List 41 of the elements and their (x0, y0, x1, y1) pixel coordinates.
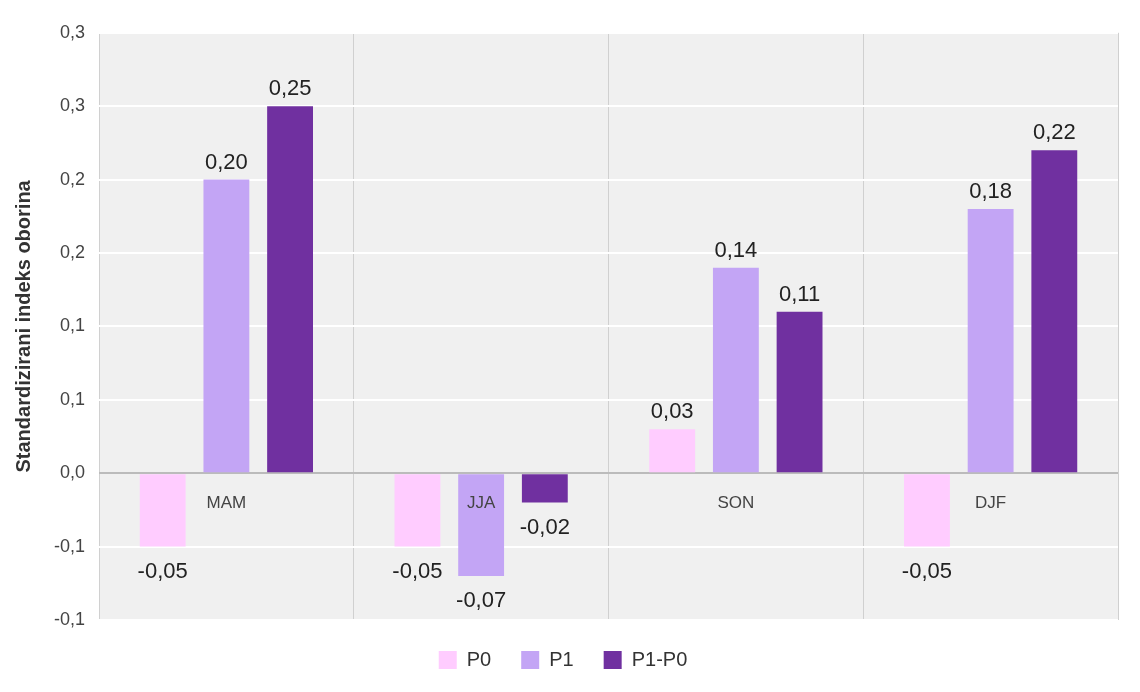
data-label: 0,14 (714, 236, 758, 262)
data-label: -0,05 (137, 557, 188, 583)
data-label: 0,25 (268, 75, 312, 101)
bar (394, 474, 441, 547)
y-tick-label: 0,1 (59, 315, 86, 336)
bar (203, 179, 250, 473)
bar (521, 474, 568, 503)
y-tick-label: 0,1 (59, 388, 86, 409)
legend-label: P1-P0 (631, 647, 688, 670)
data-label: -0,02 (519, 513, 570, 539)
data-label: -0,05 (392, 557, 443, 583)
legend-label: P1 (549, 647, 574, 670)
y-tick-label: 0,0 (59, 462, 86, 483)
data-label: 0,11 (778, 280, 821, 306)
y-tick-label: 0,3 (59, 95, 86, 116)
bar (1031, 150, 1078, 473)
bar (712, 267, 759, 473)
bar (967, 208, 1014, 473)
data-label: 0,03 (650, 398, 694, 424)
y-tick-label: 0,3 (59, 21, 86, 42)
data-label: -0,05 (901, 557, 953, 583)
bar (267, 106, 313, 473)
y-tick-label: 0,2 (59, 168, 86, 189)
bar (649, 429, 696, 473)
y-tick-label: 0,2 (59, 241, 86, 262)
y-tick-label: -0,1 (53, 608, 86, 629)
x-tick-label: DJF (975, 492, 1007, 512)
bar (904, 474, 950, 547)
y-axis-title: Standardizirani indeks oborina (11, 179, 34, 473)
bar (458, 474, 505, 576)
bar (776, 311, 823, 473)
x-tick-label: MAM (206, 492, 247, 512)
data-label: -0,07 (456, 587, 507, 613)
x-tick-label: JJA (466, 492, 496, 512)
data-label: 0,18 (969, 178, 1013, 204)
x-tick-label: SON (717, 492, 755, 512)
data-label: 0,22 (1032, 119, 1076, 145)
bar (139, 474, 186, 547)
legend-label: P0 (466, 647, 492, 670)
data-label: 0,20 (204, 148, 248, 174)
y-tick-label: -0,1 (53, 535, 86, 556)
